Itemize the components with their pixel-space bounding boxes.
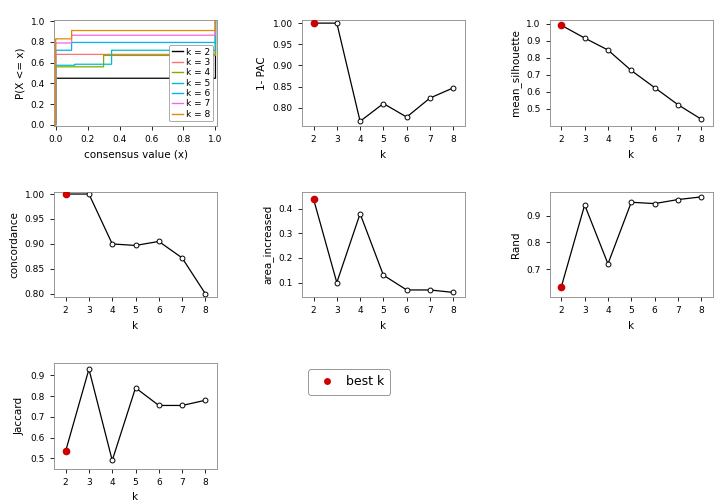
Line: k = 3: k = 3: [55, 21, 215, 125]
Line: k = 7: k = 7: [55, 21, 215, 125]
k = 8: [129, 28, 138, 34]
k = 2: [177, 75, 186, 81]
Y-axis label: area_increased: area_increased: [262, 205, 273, 284]
k = 3: [207, 51, 215, 57]
X-axis label: k: k: [132, 492, 138, 502]
k = 4: [177, 52, 186, 58]
k = 5: [207, 47, 215, 53]
k = 2: [207, 75, 215, 81]
X-axis label: k: k: [380, 321, 387, 331]
Line: k = 8: k = 8: [55, 21, 215, 125]
k = 3: [177, 51, 186, 57]
k = 6: [60, 47, 68, 53]
k = 6: [129, 39, 138, 45]
k = 6: [51, 122, 60, 128]
k = 8: [125, 28, 133, 34]
Y-axis label: concordance: concordance: [9, 211, 19, 278]
k = 3: [207, 51, 215, 57]
k = 7: [211, 18, 220, 24]
k = 3: [125, 51, 133, 57]
k = 8: [211, 18, 220, 24]
Y-axis label: mean_silhouette: mean_silhouette: [510, 30, 521, 116]
k = 3: [129, 51, 138, 57]
Y-axis label: P(X <= x): P(X <= x): [15, 47, 25, 99]
k = 5: [60, 62, 68, 69]
k = 2: [129, 75, 138, 81]
k = 7: [129, 32, 138, 38]
k = 4: [129, 52, 138, 58]
Line: k = 5: k = 5: [55, 21, 215, 125]
k = 8: [51, 122, 60, 128]
k = 6: [207, 39, 215, 45]
Line: k = 6: k = 6: [55, 21, 215, 125]
k = 6: [177, 39, 186, 45]
Y-axis label: 1- PAC: 1- PAC: [257, 56, 267, 90]
k = 4: [211, 18, 220, 24]
k = 3: [60, 51, 68, 57]
k = 7: [60, 40, 68, 46]
k = 7: [177, 32, 186, 38]
k = 5: [211, 18, 220, 24]
k = 5: [177, 47, 186, 53]
k = 5: [51, 122, 60, 128]
k = 3: [211, 18, 220, 24]
k = 6: [207, 39, 215, 45]
Legend: best k: best k: [308, 369, 390, 395]
k = 7: [125, 32, 133, 38]
k = 8: [60, 36, 68, 42]
k = 5: [125, 47, 133, 53]
k = 7: [207, 32, 215, 38]
k = 2: [125, 75, 133, 81]
k = 4: [60, 64, 68, 70]
k = 8: [207, 28, 215, 34]
k = 3: [51, 122, 60, 128]
k = 8: [207, 28, 215, 34]
k = 2: [51, 122, 60, 128]
k = 2: [207, 75, 215, 81]
k = 7: [51, 122, 60, 128]
k = 7: [207, 32, 215, 38]
k = 4: [207, 52, 215, 58]
k = 4: [125, 52, 133, 58]
k = 4: [51, 122, 60, 128]
Line: k = 2: k = 2: [55, 21, 215, 125]
k = 5: [207, 47, 215, 53]
k = 2: [60, 75, 68, 81]
Legend: k = 2, k = 3, k = 4, k = 5, k = 6, k = 7, k = 8: k = 2, k = 3, k = 4, k = 5, k = 6, k = 7…: [169, 45, 212, 121]
X-axis label: consensus value (x): consensus value (x): [84, 150, 187, 160]
k = 4: [207, 52, 215, 58]
X-axis label: k: k: [380, 150, 387, 160]
k = 6: [211, 18, 220, 24]
X-axis label: k: k: [629, 150, 634, 160]
Y-axis label: Jaccard: Jaccard: [15, 397, 25, 435]
X-axis label: k: k: [629, 321, 634, 331]
k = 2: [211, 18, 220, 24]
X-axis label: k: k: [132, 321, 138, 331]
k = 8: [177, 28, 186, 34]
Y-axis label: Rand: Rand: [510, 231, 521, 258]
k = 5: [129, 47, 138, 53]
Line: k = 4: k = 4: [55, 21, 215, 125]
k = 6: [125, 39, 133, 45]
